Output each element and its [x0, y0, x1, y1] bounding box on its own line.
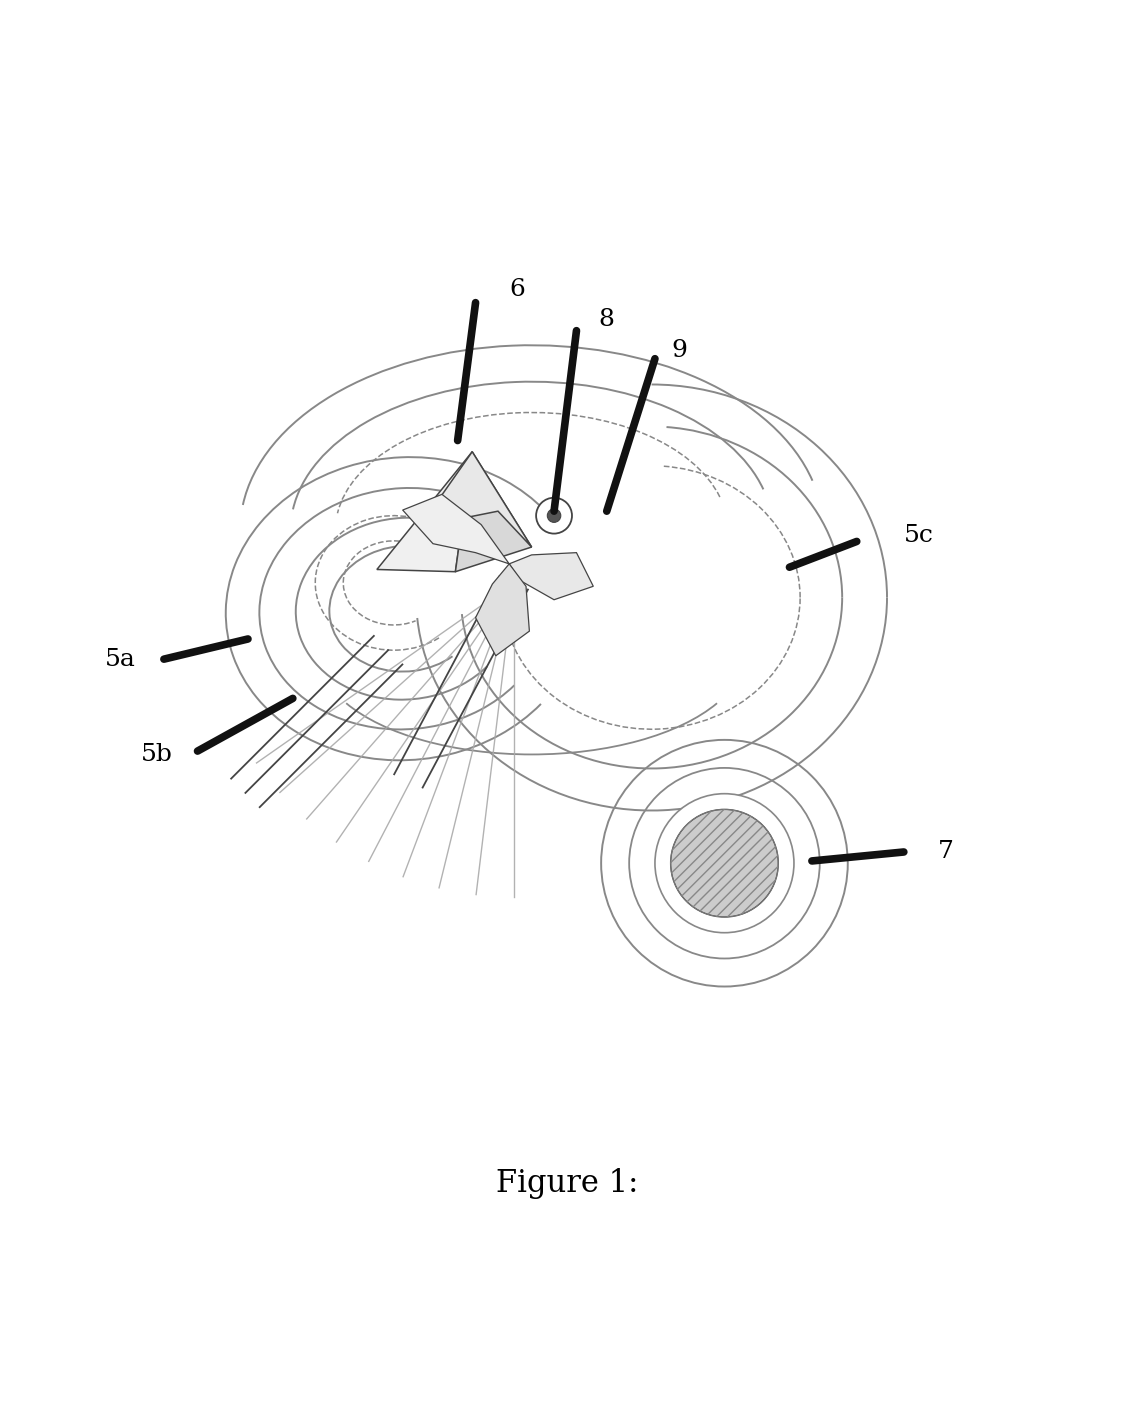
Polygon shape [510, 553, 594, 600]
Polygon shape [420, 452, 531, 548]
Text: 8: 8 [599, 308, 615, 331]
Circle shape [547, 508, 561, 522]
Text: 5a: 5a [106, 648, 136, 670]
Text: Figure 1:: Figure 1: [496, 1169, 639, 1200]
Circle shape [655, 794, 794, 932]
Text: 7: 7 [938, 841, 953, 863]
Text: 5c: 5c [903, 524, 934, 548]
Polygon shape [455, 452, 531, 572]
Polygon shape [377, 452, 472, 572]
Text: 6: 6 [510, 277, 526, 301]
Text: 5b: 5b [141, 743, 173, 766]
Circle shape [671, 810, 779, 917]
Polygon shape [403, 494, 510, 563]
Text: 9: 9 [672, 339, 688, 362]
Circle shape [536, 497, 572, 534]
Polygon shape [476, 563, 529, 656]
